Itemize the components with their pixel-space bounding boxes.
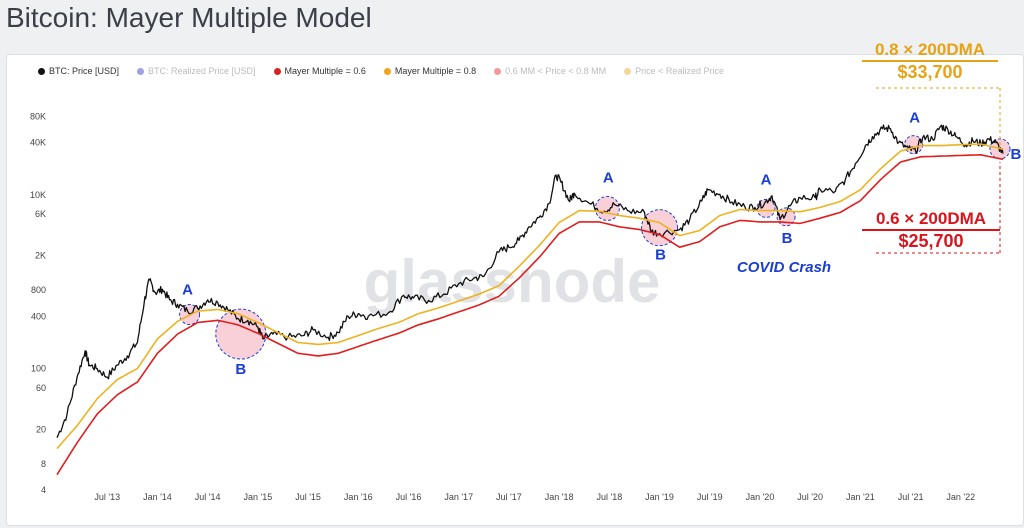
annotation-label-a: A <box>761 171 772 188</box>
x-tick-label: Jan '22 <box>946 492 975 502</box>
legend-label: 0.6 MM < Price < 0.8 MM <box>505 66 607 76</box>
page-title: Bitcoin: Mayer Multiple Model <box>6 2 372 33</box>
legend-label: Price < Realized Price <box>635 66 724 76</box>
x-tick-label: Jan '14 <box>143 492 172 502</box>
x-tick-label: Jul '13 <box>94 492 120 502</box>
y-tick-label: 6K <box>35 209 46 219</box>
legend-dot-icon <box>624 67 632 75</box>
mm06-callout-divider <box>862 229 1000 231</box>
x-tick-label: Jan '21 <box>846 492 875 502</box>
legend-label: BTC: Price [USD] <box>49 66 120 76</box>
annotation-label-a: A <box>182 282 193 299</box>
y-tick-label: 80K <box>30 112 46 122</box>
mm08-callout-title: 0.8 × 200DMA <box>874 40 986 59</box>
legend-label: Mayer Multiple = 0.8 <box>394 66 477 76</box>
x-tick-label: Jan '18 <box>545 492 574 502</box>
x-tick-label: Jul '15 <box>295 492 321 502</box>
y-tick-label: 800 <box>31 285 46 295</box>
mm08-callout-divider <box>862 60 998 62</box>
series-line-price <box>56 124 1004 438</box>
y-tick-label: 40K <box>30 138 46 148</box>
y-tick-label: 2K <box>35 251 46 261</box>
annotation-label-a: A <box>603 169 614 186</box>
legend-dot-icon <box>494 67 502 75</box>
x-tick-label: Jul '14 <box>195 492 221 502</box>
x-tick-label: Jul '17 <box>496 492 522 502</box>
annotation-zone-a <box>594 195 620 221</box>
mm06-callout-value: $25,700 <box>898 231 964 251</box>
x-tick-label: Jan '17 <box>444 492 473 502</box>
annotation-label-a: A <box>909 110 920 127</box>
legend-item[interactable]: BTC: Price [USD] <box>38 66 119 76</box>
y-tick-label: 10K <box>30 190 46 200</box>
legend-label: BTC: Realized Price [USD] <box>148 66 256 76</box>
legend-dot-icon <box>273 67 281 75</box>
mm06-callout: 0.6 × 200DMA $25,700 <box>862 209 1000 252</box>
annotation-zone-a <box>756 198 776 218</box>
legend-dot-icon <box>383 67 391 75</box>
x-tick-label: Jan '15 <box>243 492 272 502</box>
annotation-label-b: B <box>1011 146 1022 163</box>
x-tick-label: Jul '20 <box>797 492 823 502</box>
chart-panel <box>6 54 1024 526</box>
legend-dot-icon <box>38 67 45 75</box>
legend-dot-icon <box>137 67 145 75</box>
annotation-zone-b <box>641 209 679 247</box>
legend-item[interactable]: Price < Realized Price <box>624 66 724 76</box>
x-tick-label: Jan '19 <box>645 492 674 502</box>
x-tick-label: Jan '16 <box>344 492 373 502</box>
x-tick-label: Jul '19 <box>697 492 723 502</box>
mm08-callout-value: $33,700 <box>897 62 963 82</box>
annotation-label-b: B <box>235 361 246 378</box>
y-tick-label: 20 <box>36 424 46 434</box>
legend-label: Mayer Multiple = 0.6 <box>284 66 366 76</box>
legend-item[interactable]: Mayer Multiple = 0.8 <box>383 66 477 76</box>
y-tick-label: 400 <box>31 311 46 321</box>
annotation-label-b: B <box>655 247 666 264</box>
x-tick-label: Jul '18 <box>596 492 622 502</box>
watermark: glassnode <box>364 248 661 315</box>
y-tick-label: 60 <box>36 383 46 393</box>
x-tick-label: Jan '20 <box>746 492 775 502</box>
x-tick-label: Jul '16 <box>396 492 422 502</box>
y-tick-label: 8 <box>41 459 46 469</box>
y-tick-label: 4 <box>41 485 46 495</box>
y-tick-label: 100 <box>31 364 46 374</box>
mm08-callout: 0.8 × 200DMA $33,700 <box>862 40 998 83</box>
annotation-label-b: B <box>782 230 793 247</box>
x-tick-label: Jul '21 <box>898 492 924 502</box>
legend-item[interactable]: BTC: Realized Price [USD] <box>137 66 256 76</box>
series-line-mm08 <box>56 143 1004 450</box>
mm06-callout-title: 0.6 × 200DMA <box>875 209 987 228</box>
legend-item[interactable]: Mayer Multiple = 0.6 <box>273 66 366 76</box>
series-line-mm06 <box>56 154 1004 476</box>
covid-crash-label: COVID Crash <box>737 259 831 276</box>
legend-item[interactable]: 0.6 MM < Price < 0.8 MM <box>494 66 606 76</box>
legend: BTC: Price [USD] BTC: Realized Price [USD… <box>38 66 724 76</box>
